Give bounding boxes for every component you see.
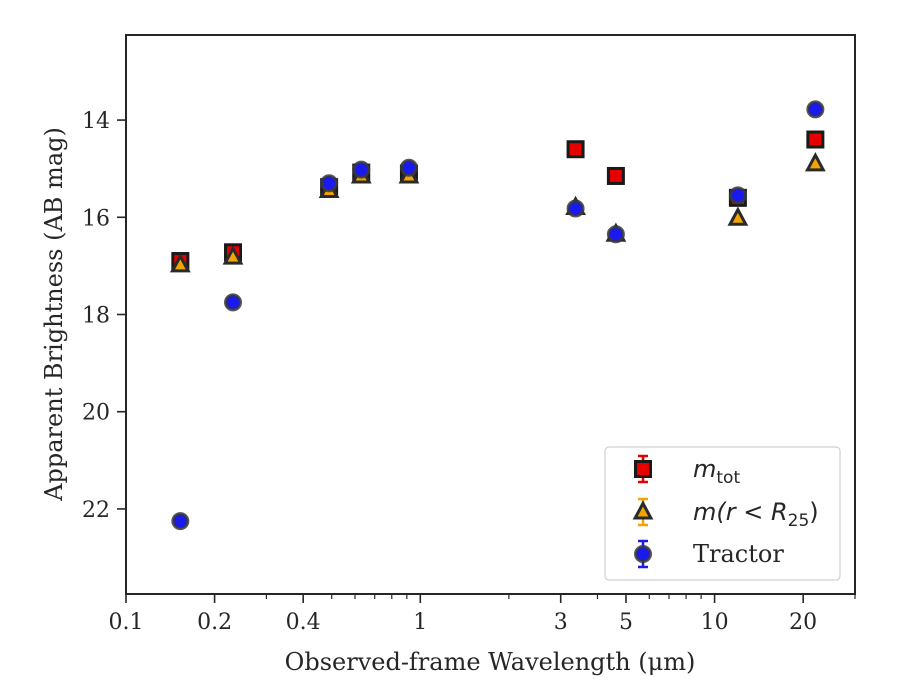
legend: mtot m(r < R25) Tractor <box>604 446 841 581</box>
legend-marker <box>634 545 652 563</box>
y-tick-label: 18 <box>82 304 110 329</box>
x-tick-label: 5 <box>619 610 633 635</box>
point-tractor <box>806 100 825 119</box>
x-tick-label: 0.4 <box>286 610 321 635</box>
point-m-r-r-25 <box>804 152 826 172</box>
point-m-r-r-25 <box>169 253 191 273</box>
point-tractor <box>728 186 747 205</box>
point-m-r-r-25 <box>222 245 244 265</box>
series-tractor <box>171 100 825 531</box>
y-tick-label: 14 <box>82 109 110 134</box>
point-tractor <box>606 225 625 244</box>
x-axis-label: Observed-frame Wavelength (μm) <box>285 648 696 676</box>
point-tractor <box>399 158 418 177</box>
legend-label: mtot <box>693 455 740 488</box>
legend-marker <box>634 460 652 478</box>
point-m-tot <box>606 166 625 185</box>
point-tractor <box>566 199 585 218</box>
x-tick-label: 0.1 <box>109 610 144 635</box>
series-layer <box>169 100 826 531</box>
x-tick-label: 0.2 <box>197 610 232 635</box>
x-tick-label: 10 <box>701 610 729 635</box>
x-tick-label: 20 <box>789 610 817 635</box>
legend-box <box>604 446 841 581</box>
y-tick-label: 20 <box>82 401 110 426</box>
point-tractor <box>171 512 190 531</box>
legend-marker <box>632 500 654 520</box>
y-axis-ticks: 14 16 18 20 22 <box>82 109 126 523</box>
legend-label: Tractor <box>693 540 784 568</box>
point-m-tot <box>566 140 585 159</box>
y-tick-label: 16 <box>82 206 110 231</box>
x-tick-label: 3 <box>554 610 568 635</box>
point-tractor <box>320 174 339 193</box>
legend-label: m(r < R25) <box>693 498 819 531</box>
point-tractor <box>224 293 243 312</box>
point-m-tot <box>806 130 825 149</box>
y-tick-label: 22 <box>82 498 110 523</box>
point-m-r-r-25 <box>727 206 749 226</box>
x-axis-ticks: 0.1 0.2 0.4 1 3 5 10 20 <box>109 594 856 635</box>
y-axis-label: Apparent Brightness (AB mag) <box>40 127 68 502</box>
x-tick-label: 1 <box>413 610 427 635</box>
point-tractor <box>352 160 371 179</box>
